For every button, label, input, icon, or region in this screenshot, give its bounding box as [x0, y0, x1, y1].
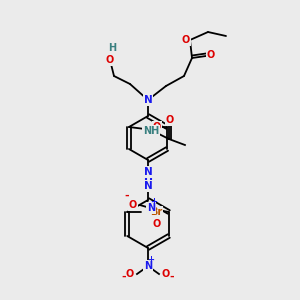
Text: -: -: [122, 272, 126, 282]
Text: N: N: [144, 261, 152, 271]
Text: N: N: [144, 167, 152, 177]
Text: O: O: [126, 269, 134, 279]
Text: +: +: [148, 255, 154, 264]
Text: O: O: [207, 50, 215, 60]
Text: O: O: [182, 35, 190, 45]
Text: N: N: [144, 95, 152, 105]
Text: NH: NH: [143, 126, 159, 136]
Text: N: N: [144, 181, 152, 191]
Text: H: H: [108, 43, 116, 53]
Text: O: O: [106, 55, 114, 65]
Text: O: O: [129, 200, 137, 210]
Text: O: O: [166, 115, 174, 125]
Text: +: +: [150, 197, 157, 206]
Text: N: N: [147, 203, 155, 213]
Text: -: -: [170, 272, 174, 282]
Text: O: O: [162, 269, 170, 279]
Text: O: O: [153, 219, 161, 229]
Text: O: O: [153, 122, 161, 132]
Text: -: -: [124, 191, 129, 201]
Text: Br: Br: [150, 207, 163, 217]
